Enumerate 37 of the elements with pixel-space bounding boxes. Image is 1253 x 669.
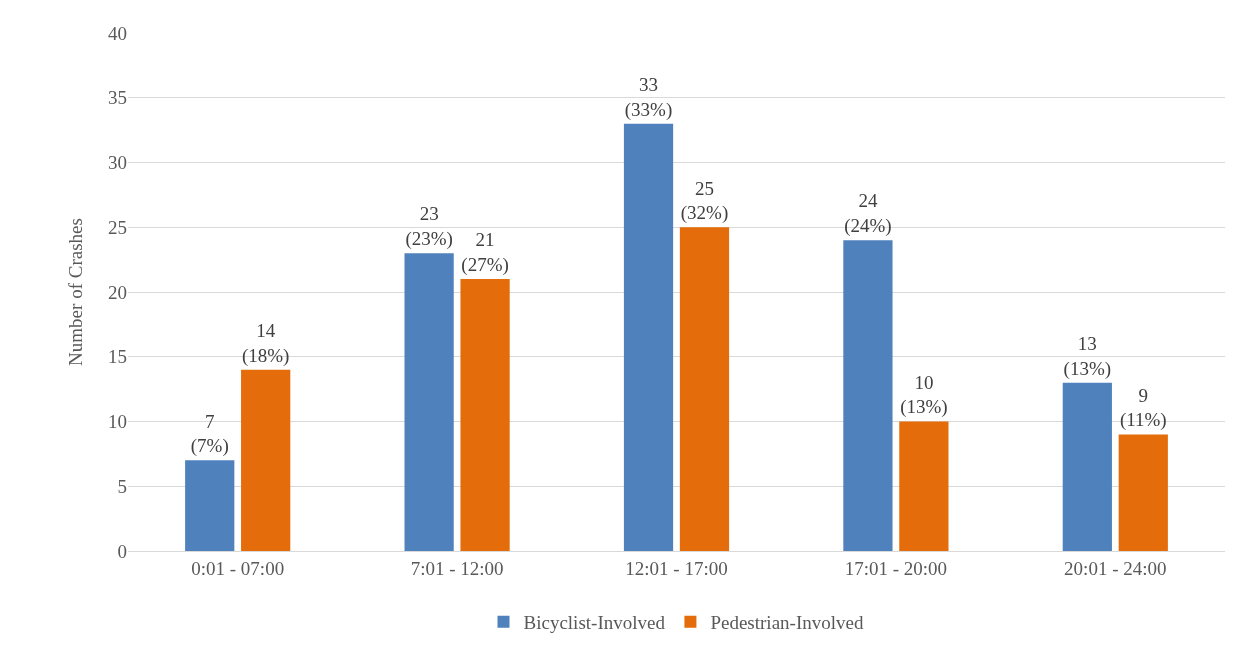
x-tick-label: 17:01 - 20:00 [844,557,948,579]
y-tick-label: 25 [108,216,127,238]
y-tick-label: 35 [108,87,127,109]
bar [185,460,235,551]
x-tick-label: 12:01 - 17:00 [625,557,728,579]
bar [1062,382,1112,551]
y-tick-label: 20 [108,281,127,303]
bar [241,369,291,551]
legend-label: Bicyclist-Involved [523,612,666,634]
bar [679,227,730,551]
data-label: 23 (23%) [405,203,453,251]
y-tick-label: 0 [117,540,127,562]
y-axis-title: Number of Crashes [64,218,86,366]
data-label: 10 (13%) [900,371,948,419]
bar [1118,434,1168,551]
legend-label: Pedestrian-Involved [710,612,864,634]
bar [843,240,893,551]
x-tick-label: 7:01 - 12:00 [410,557,504,579]
bar [404,253,454,551]
y-tick-label: 10 [108,411,127,433]
x-tick-label: 0:01 - 07:00 [191,557,285,579]
data-label: 9 (11%) [1119,384,1167,432]
y-tick-label: 5 [117,475,127,497]
data-label: 25 (32%) [680,177,729,225]
y-tick-label: 15 [108,346,127,368]
data-label: 13 (13%) [1063,332,1112,380]
x-tick-label: 20:01 - 24:00 [1064,557,1167,579]
data-label: 33 (33%) [624,73,673,121]
data-label: 24 (24%) [844,190,892,238]
bar [899,421,949,551]
bar [623,123,674,551]
data-label: 14 (18%) [241,320,290,367]
data-label: 21 (27%) [461,229,509,277]
y-tick-label: 30 [108,152,127,174]
data-label: 7 (7%) [190,410,229,458]
bar [460,279,510,551]
y-tick-label: 40 [108,22,127,44]
